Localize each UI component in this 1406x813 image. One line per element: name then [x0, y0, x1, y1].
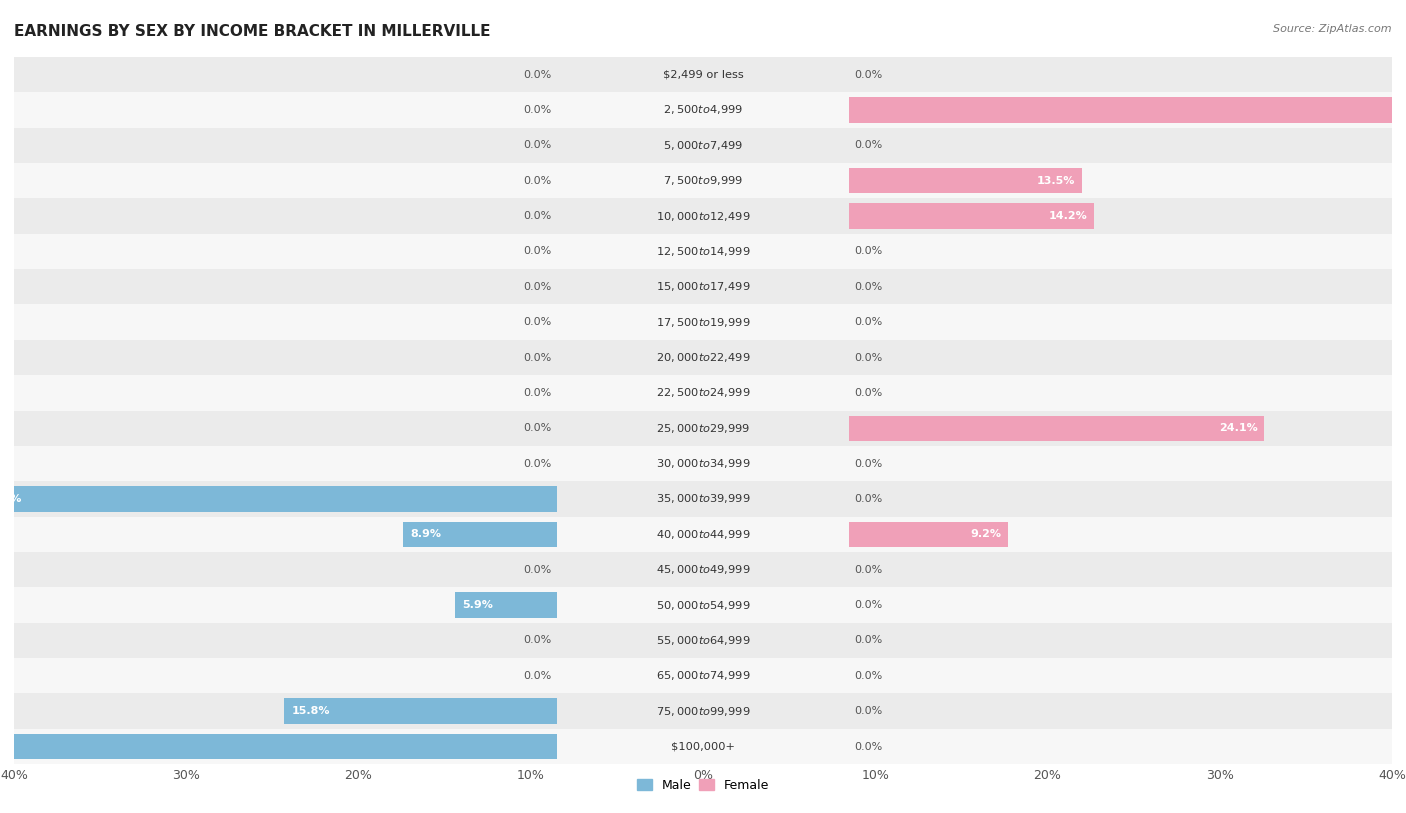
Text: $25,000 to $29,999: $25,000 to $29,999: [655, 422, 751, 435]
Bar: [14, 57, 1392, 92]
Text: 0.0%: 0.0%: [855, 600, 883, 610]
Text: 14.2%: 14.2%: [1049, 211, 1087, 221]
Text: $45,000 to $49,999: $45,000 to $49,999: [655, 563, 751, 576]
Bar: [14, 446, 1392, 481]
Bar: [849, 522, 1008, 547]
Bar: [14, 587, 1392, 623]
Text: 0.0%: 0.0%: [855, 671, 883, 680]
Bar: [14, 198, 1392, 234]
Bar: [14, 411, 1392, 446]
Legend: Male, Female: Male, Female: [631, 774, 775, 797]
Text: $10,000 to $12,499: $10,000 to $12,499: [655, 210, 751, 223]
Text: $2,500 to $4,999: $2,500 to $4,999: [664, 103, 742, 116]
Text: 0.0%: 0.0%: [523, 246, 551, 256]
Bar: [14, 128, 1392, 163]
Bar: [14, 304, 1392, 340]
Text: $40,000 to $44,999: $40,000 to $44,999: [655, 528, 751, 541]
Bar: [14, 233, 1392, 269]
Text: 9.2%: 9.2%: [970, 529, 1001, 539]
Bar: [14, 269, 1392, 304]
Text: 0.0%: 0.0%: [855, 741, 883, 751]
Text: $2,499 or less: $2,499 or less: [662, 70, 744, 80]
Text: $12,500 to $14,999: $12,500 to $14,999: [655, 245, 751, 258]
Text: 8.9%: 8.9%: [411, 529, 441, 539]
Text: 0.0%: 0.0%: [855, 494, 883, 504]
Text: Source: ZipAtlas.com: Source: ZipAtlas.com: [1274, 24, 1392, 34]
Text: 0.0%: 0.0%: [855, 706, 883, 716]
Text: $22,500 to $24,999: $22,500 to $24,999: [655, 386, 751, 399]
Text: 0.0%: 0.0%: [855, 565, 883, 575]
Text: 0.0%: 0.0%: [523, 105, 551, 115]
Bar: [14, 623, 1392, 659]
Bar: [404, 522, 557, 547]
Bar: [14, 517, 1392, 552]
Bar: [14, 481, 1392, 517]
Text: 0.0%: 0.0%: [523, 176, 551, 185]
Text: 0.0%: 0.0%: [855, 246, 883, 256]
Text: EARNINGS BY SEX BY INCOME BRACKET IN MILLERVILLE: EARNINGS BY SEX BY INCOME BRACKET IN MIL…: [14, 24, 491, 39]
Text: 0.0%: 0.0%: [523, 459, 551, 468]
Text: 0.0%: 0.0%: [523, 671, 551, 680]
Text: $20,000 to $22,499: $20,000 to $22,499: [655, 351, 751, 364]
Text: 0.0%: 0.0%: [523, 141, 551, 150]
Text: $7,500 to $9,999: $7,500 to $9,999: [664, 174, 742, 187]
Bar: [14, 376, 1392, 411]
Text: $35,000 to $39,999: $35,000 to $39,999: [655, 493, 751, 506]
Bar: [0, 486, 557, 511]
Text: 0.0%: 0.0%: [855, 141, 883, 150]
Text: 0.0%: 0.0%: [523, 317, 551, 327]
Bar: [14, 659, 1392, 693]
Bar: [14, 729, 1392, 764]
Text: $100,000+: $100,000+: [671, 741, 735, 751]
Text: 0.0%: 0.0%: [523, 353, 551, 363]
Text: 0.0%: 0.0%: [523, 70, 551, 80]
Text: $5,000 to $7,499: $5,000 to $7,499: [664, 139, 742, 152]
Text: 0.0%: 0.0%: [855, 636, 883, 646]
Text: 0.0%: 0.0%: [855, 353, 883, 363]
Bar: [456, 593, 557, 618]
Text: 0.0%: 0.0%: [523, 211, 551, 221]
Text: $30,000 to $34,999: $30,000 to $34,999: [655, 457, 751, 470]
Text: $75,000 to $99,999: $75,000 to $99,999: [655, 705, 751, 718]
Text: 13.5%: 13.5%: [1036, 176, 1076, 185]
Text: $55,000 to $64,999: $55,000 to $64,999: [655, 634, 751, 647]
Text: 0.0%: 0.0%: [523, 388, 551, 398]
Bar: [284, 698, 557, 724]
Text: $65,000 to $74,999: $65,000 to $74,999: [655, 669, 751, 682]
Text: 0.0%: 0.0%: [855, 282, 883, 292]
Text: $15,000 to $17,499: $15,000 to $17,499: [655, 280, 751, 293]
Text: 33.7%: 33.7%: [0, 494, 21, 504]
Text: 0.0%: 0.0%: [523, 636, 551, 646]
Text: 0.0%: 0.0%: [523, 282, 551, 292]
Bar: [849, 203, 1094, 228]
Bar: [849, 98, 1406, 123]
Bar: [14, 163, 1392, 198]
Text: 5.9%: 5.9%: [461, 600, 492, 610]
Text: $17,500 to $19,999: $17,500 to $19,999: [655, 315, 751, 328]
Text: 0.0%: 0.0%: [855, 459, 883, 468]
Bar: [849, 168, 1083, 193]
Text: $50,000 to $54,999: $50,000 to $54,999: [655, 598, 751, 611]
Text: 0.0%: 0.0%: [523, 565, 551, 575]
Bar: [14, 693, 1392, 729]
Bar: [0, 734, 557, 759]
Bar: [14, 552, 1392, 587]
Text: 24.1%: 24.1%: [1219, 424, 1257, 433]
Bar: [14, 92, 1392, 128]
Text: 0.0%: 0.0%: [855, 388, 883, 398]
Text: 0.0%: 0.0%: [855, 70, 883, 80]
Bar: [14, 340, 1392, 375]
Text: 0.0%: 0.0%: [523, 424, 551, 433]
Bar: [849, 415, 1264, 441]
Text: 0.0%: 0.0%: [855, 317, 883, 327]
Text: 15.8%: 15.8%: [291, 706, 330, 716]
